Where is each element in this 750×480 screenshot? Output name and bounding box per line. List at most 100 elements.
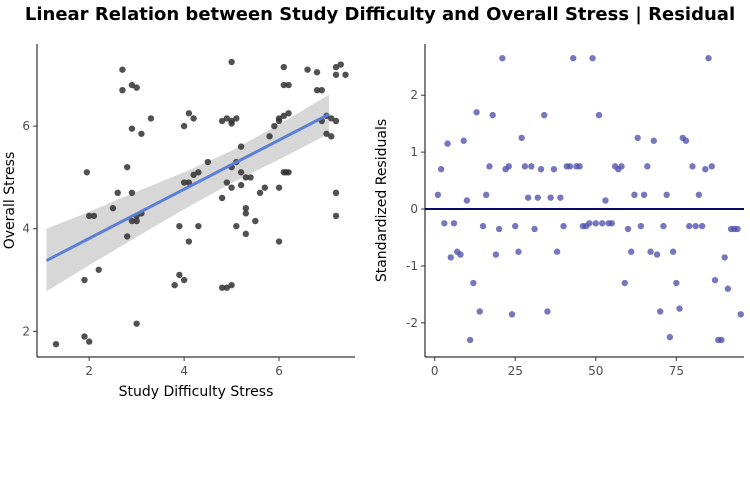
data-point (444, 140, 451, 147)
data-point (233, 115, 240, 122)
data-point (223, 115, 231, 122)
data-point (237, 169, 245, 176)
data-point (698, 222, 706, 230)
data-point (657, 308, 664, 315)
data-point (313, 86, 321, 94)
data-point (133, 320, 140, 327)
data-point (228, 58, 235, 66)
data-point (476, 308, 483, 315)
x-tick-label: 6 (275, 364, 283, 378)
y-axis-title: Standardized Residuals (374, 119, 390, 282)
data-point (242, 174, 250, 181)
data-point (492, 251, 500, 258)
data-point (328, 115, 335, 122)
data-point (180, 122, 188, 130)
data-point (128, 81, 136, 89)
data-point (460, 137, 467, 144)
data-point (518, 134, 525, 142)
data-point (242, 210, 250, 217)
data-point (171, 281, 178, 289)
data-point (86, 212, 93, 220)
data-point (524, 194, 532, 201)
data-point (673, 279, 680, 287)
data-point (133, 84, 140, 91)
data-point (473, 109, 480, 116)
data-point (705, 55, 712, 62)
data-point (663, 191, 670, 199)
data-point (541, 111, 548, 119)
data-point (323, 130, 330, 137)
data-point (486, 163, 493, 170)
data-point (180, 179, 188, 186)
data-point (256, 189, 264, 197)
data-point (285, 169, 292, 176)
data-point (721, 254, 728, 261)
data-point (724, 285, 732, 292)
data-point (180, 276, 188, 284)
data-point (531, 225, 538, 233)
data-point (332, 117, 340, 125)
data-point (185, 110, 193, 117)
y-tick-label: 1 (410, 145, 418, 159)
x-axis-title: Study Difficulty Stress (119, 384, 274, 400)
data-point (275, 184, 283, 191)
data-point (495, 225, 503, 233)
data-point (233, 222, 240, 230)
data-point (81, 276, 88, 284)
data-point (52, 340, 60, 348)
data-point (218, 194, 226, 202)
data-point (534, 194, 541, 201)
data-point (637, 222, 645, 230)
data-point (123, 233, 131, 240)
data-point (271, 122, 278, 130)
data-point (708, 163, 715, 170)
data-point (711, 276, 719, 284)
data-point (695, 191, 703, 199)
data-point (176, 222, 183, 230)
data-point (537, 166, 545, 173)
data-point (463, 197, 471, 204)
confidence-band (46, 94, 329, 292)
y-tick-label: 0 (410, 202, 418, 216)
data-point (138, 130, 145, 137)
data-point (602, 197, 609, 204)
data-point (447, 254, 454, 261)
data-point (123, 163, 131, 171)
data-point (550, 166, 558, 173)
data-point (653, 251, 661, 258)
data-point (128, 217, 136, 225)
data-point (190, 171, 197, 179)
data-point (185, 179, 193, 186)
data-point (242, 230, 250, 238)
data-point (595, 111, 603, 119)
data-point (280, 63, 288, 71)
data-point (737, 311, 744, 318)
data-point (133, 217, 140, 225)
data-point (147, 115, 155, 122)
data-point (242, 204, 250, 212)
data-point (218, 284, 226, 291)
data-point (434, 191, 442, 199)
data-point (560, 222, 567, 230)
y-tick-label: 2 (410, 88, 418, 102)
data-point (689, 163, 696, 170)
data-point (669, 248, 677, 255)
x-tick-label: 2 (85, 364, 93, 378)
data-point (544, 308, 551, 315)
data-point (628, 248, 635, 255)
data-point (621, 279, 628, 287)
data-point (128, 189, 136, 197)
data-point (119, 86, 126, 94)
data-point (640, 191, 648, 199)
data-point (586, 220, 593, 227)
data-point (275, 238, 283, 245)
y-tick-label: 6 (22, 119, 30, 133)
data-point (204, 158, 212, 166)
data-point (176, 271, 183, 279)
data-point (195, 222, 202, 230)
data-point (499, 55, 506, 62)
data-point (228, 184, 235, 191)
data-point (686, 222, 693, 230)
data-point (466, 336, 474, 344)
